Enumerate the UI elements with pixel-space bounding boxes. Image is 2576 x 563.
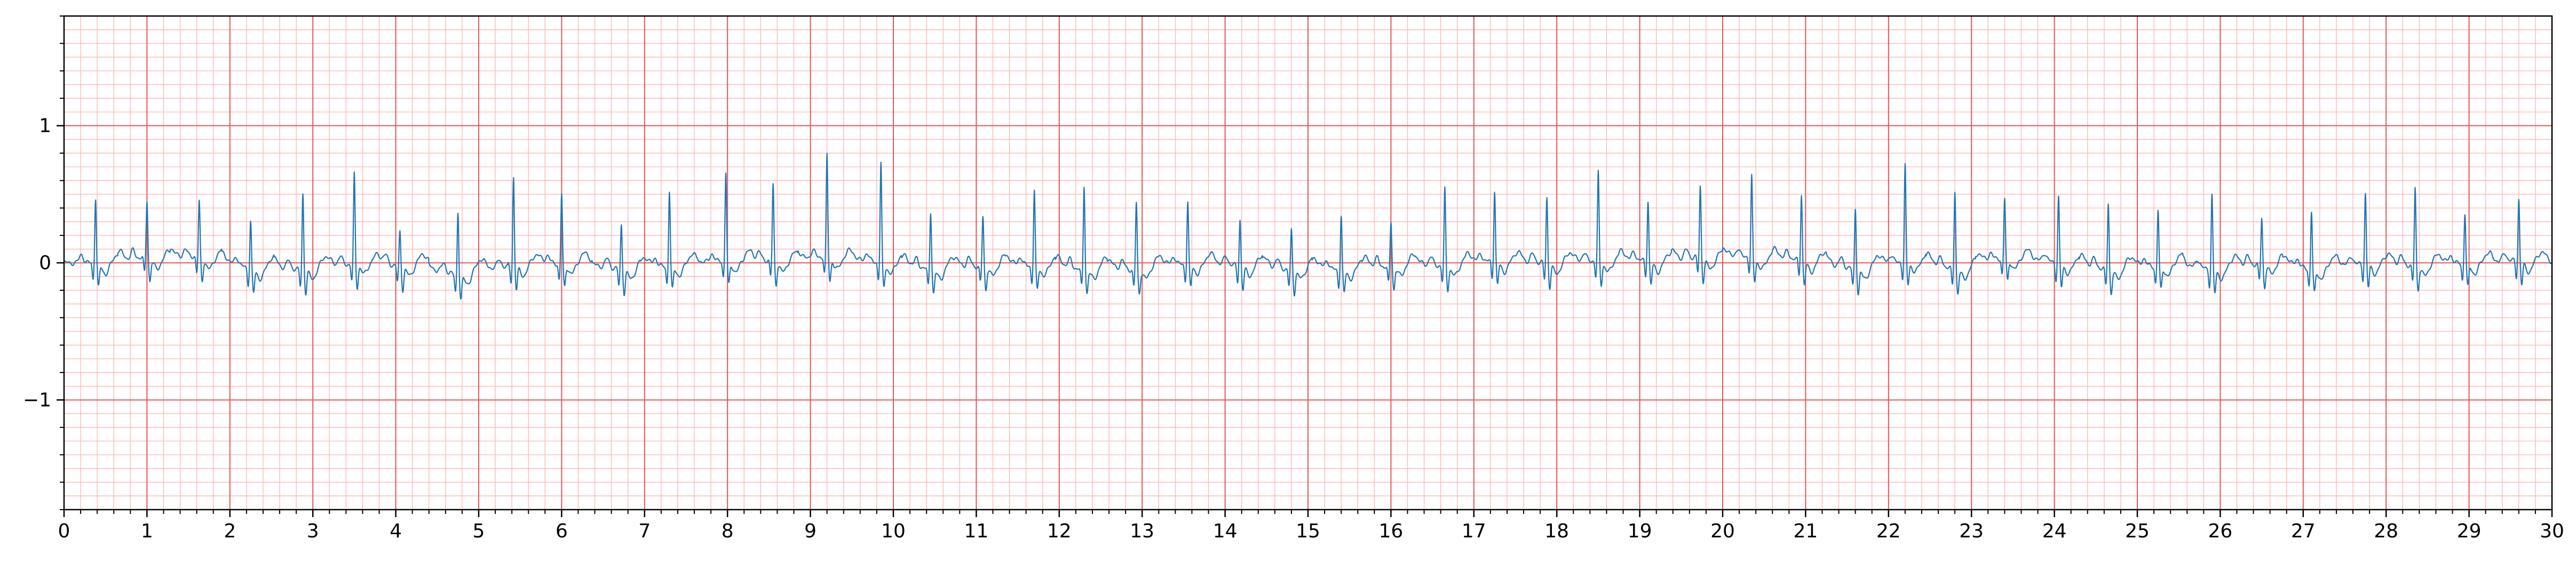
x-tick-label: 8 xyxy=(722,520,734,542)
x-tick-label: 14 xyxy=(1213,520,1238,542)
y-tick-label: 0 xyxy=(39,252,51,274)
x-tick-label: 1 xyxy=(141,520,153,542)
x-tick-label: 30 xyxy=(2540,520,2564,542)
x-tick-label: 7 xyxy=(638,520,651,542)
x-tick-label: 9 xyxy=(804,520,817,542)
x-tick-label: 3 xyxy=(307,520,319,542)
x-tick-label: 29 xyxy=(2457,520,2482,542)
x-tick-label: 16 xyxy=(1378,520,1403,542)
x-tick-label: 17 xyxy=(1462,520,1486,542)
x-tick-label: 27 xyxy=(2291,520,2316,542)
x-tick-label: 5 xyxy=(473,520,485,542)
x-tick-label: 4 xyxy=(390,520,402,542)
x-tick-label: 20 xyxy=(1710,520,1735,542)
x-tick-label: 24 xyxy=(2042,520,2067,542)
x-tick-label: 15 xyxy=(1296,520,1320,542)
y-tick-label: 1 xyxy=(39,115,51,137)
y-tick-label: −1 xyxy=(23,389,51,411)
x-tick-label: 10 xyxy=(881,520,906,542)
x-tick-label: 19 xyxy=(1628,520,1652,542)
x-tick-label: 26 xyxy=(2208,520,2232,542)
x-tick-label: 12 xyxy=(1047,520,1072,542)
x-tick-label: 28 xyxy=(2374,520,2398,542)
ecg-series-line xyxy=(64,153,2553,300)
x-tick-label: 11 xyxy=(964,520,988,542)
axis-ticks xyxy=(57,15,2553,517)
x-tick-label: 18 xyxy=(1544,520,1569,542)
x-tick-label: 22 xyxy=(1876,520,1901,542)
x-tick-label: 21 xyxy=(1793,520,1818,542)
x-tick-label: 0 xyxy=(58,520,70,542)
x-tick-label: 13 xyxy=(1130,520,1154,542)
x-tick-label: 25 xyxy=(2125,520,2150,542)
series-layer xyxy=(64,153,2553,300)
x-tick-label: 2 xyxy=(224,520,236,542)
axis-tick-labels: 0 1 2 3 4 5 6 7 8 9 10 11 12 13 14 15 16 17 18 19 20 21 22 23 24… xyxy=(23,115,2564,542)
x-tick-label: 23 xyxy=(1959,520,1984,542)
major-grid xyxy=(64,16,2553,510)
x-tick-label: 6 xyxy=(556,520,568,542)
